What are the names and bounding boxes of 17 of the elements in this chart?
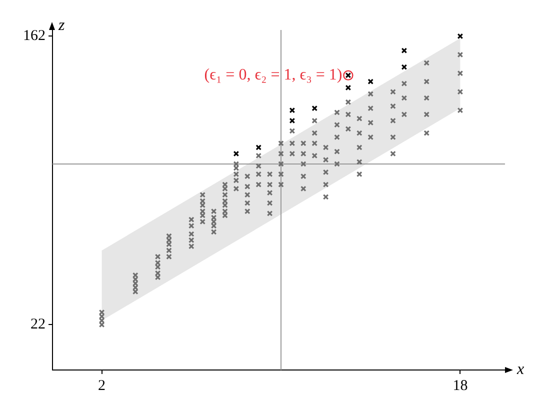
point (368, 78, 374, 84)
y-axis-title: z (58, 17, 66, 34)
x-axis-title: x (516, 361, 524, 378)
y-tick-label: 162 (23, 28, 46, 44)
point (401, 48, 408, 54)
point (345, 84, 352, 91)
point (233, 150, 240, 157)
point (312, 105, 318, 112)
point (457, 33, 464, 40)
point (401, 64, 408, 70)
point (289, 107, 296, 114)
x-tick-label: 18 (452, 378, 468, 394)
annotation: (ϵ₁ = 0, ϵ₂ = 1, ϵ₃ = 1) (204, 66, 342, 84)
point (289, 118, 296, 124)
y-tick-label: 22 (30, 316, 46, 333)
point (256, 144, 262, 150)
x-tick-label: 2 (98, 378, 106, 394)
